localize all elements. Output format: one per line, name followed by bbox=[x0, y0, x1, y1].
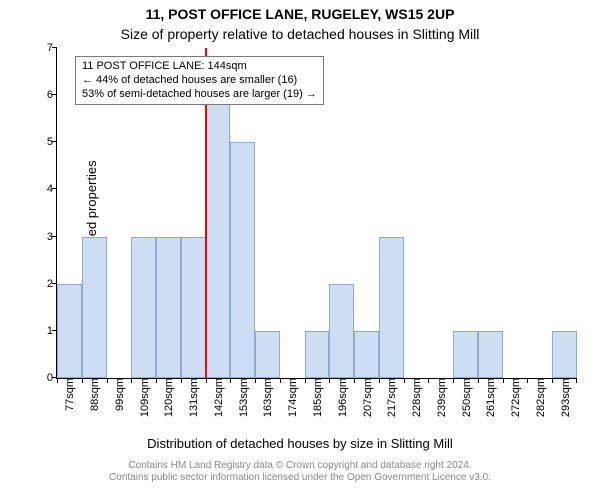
x-tick-label: 88sqm bbox=[87, 378, 101, 411]
x-tick-mark bbox=[478, 378, 479, 383]
bar bbox=[131, 237, 156, 378]
chart-plot-area: 01234567 77sqm88sqm99sqm109sqm120sqm131s… bbox=[56, 48, 577, 379]
y-tick-mark bbox=[52, 47, 57, 48]
x-tick-label: 185sqm bbox=[310, 378, 324, 417]
y-tick-mark bbox=[52, 330, 57, 331]
bar bbox=[181, 237, 206, 378]
y-tick-label: 0 bbox=[25, 372, 53, 384]
bar bbox=[206, 95, 231, 378]
bar bbox=[255, 331, 280, 378]
x-tick-mark bbox=[82, 378, 83, 383]
x-tick-mark bbox=[329, 378, 330, 383]
x-tick-mark bbox=[305, 378, 306, 383]
x-tick-label: 163sqm bbox=[260, 378, 274, 417]
x-tick-label: 293sqm bbox=[558, 378, 572, 417]
x-tick-mark bbox=[156, 378, 157, 383]
x-tick-label: 153sqm bbox=[236, 378, 250, 417]
x-tick-mark bbox=[453, 378, 454, 383]
bar bbox=[156, 237, 181, 378]
x-tick-label: 261sqm bbox=[483, 378, 497, 417]
page-title: 11, POST OFFICE LANE, RUGELEY, WS15 2UP bbox=[0, 6, 600, 22]
y-tick-mark bbox=[52, 236, 57, 237]
x-axis-label: Distribution of detached houses by size … bbox=[0, 436, 600, 451]
x-tick-mark bbox=[230, 378, 231, 383]
y-tick-label: 2 bbox=[25, 278, 53, 290]
y-tick-mark bbox=[52, 141, 57, 142]
y-tick-mark bbox=[52, 188, 57, 189]
info-line-3: 53% of semi-detached houses are larger (… bbox=[82, 88, 317, 102]
bar bbox=[329, 284, 354, 378]
x-tick-label: 131sqm bbox=[186, 378, 200, 417]
x-tick-mark bbox=[404, 378, 405, 383]
x-tick-mark bbox=[503, 378, 504, 383]
x-tick-mark bbox=[354, 378, 355, 383]
x-tick-mark bbox=[107, 378, 108, 383]
x-tick-label: 228sqm bbox=[409, 378, 423, 417]
x-tick-mark bbox=[576, 378, 577, 383]
x-tick-mark bbox=[131, 378, 132, 383]
y-tick-label: 1 bbox=[25, 325, 53, 337]
bar bbox=[478, 331, 503, 378]
x-tick-label: 196sqm bbox=[335, 378, 349, 417]
x-tick-label: 217sqm bbox=[384, 378, 398, 417]
y-tick-mark bbox=[52, 94, 57, 95]
x-tick-label: 272sqm bbox=[508, 378, 522, 417]
x-tick-mark bbox=[57, 378, 58, 383]
x-tick-label: 99sqm bbox=[112, 378, 126, 411]
x-tick-mark bbox=[428, 378, 429, 383]
bar bbox=[552, 331, 577, 378]
x-tick-mark bbox=[255, 378, 256, 383]
x-tick-label: 77sqm bbox=[62, 378, 76, 411]
bar bbox=[82, 237, 107, 378]
x-tick-label: 250sqm bbox=[459, 378, 473, 417]
x-tick-mark bbox=[206, 378, 207, 383]
y-tick-mark bbox=[52, 283, 57, 284]
x-tick-mark bbox=[379, 378, 380, 383]
info-line-1: 11 POST OFFICE LANE: 144sqm bbox=[82, 60, 317, 74]
bar bbox=[230, 142, 255, 378]
page-subtitle: Size of property relative to detached ho… bbox=[0, 26, 600, 42]
x-tick-mark bbox=[552, 378, 553, 383]
x-tick-label: 239sqm bbox=[434, 378, 448, 417]
x-tick-label: 120sqm bbox=[161, 378, 175, 417]
y-tick-label: 4 bbox=[25, 183, 53, 195]
footer-line-1: Contains HM Land Registry data © Crown c… bbox=[0, 460, 600, 472]
bar bbox=[305, 331, 330, 378]
bar bbox=[57, 284, 82, 378]
x-tick-label: 282sqm bbox=[533, 378, 547, 417]
y-tick-label: 7 bbox=[25, 42, 53, 54]
x-tick-mark bbox=[527, 378, 528, 383]
x-tick-label: 207sqm bbox=[360, 378, 374, 417]
footer-line-2: Contains public sector information licen… bbox=[0, 472, 600, 484]
y-tick-label: 3 bbox=[25, 231, 53, 243]
x-tick-label: 174sqm bbox=[285, 378, 299, 417]
y-tick-label: 5 bbox=[25, 136, 53, 148]
info-line-2: ← 44% of detached houses are smaller (16… bbox=[82, 74, 317, 88]
x-tick-mark bbox=[181, 378, 182, 383]
y-tick-label: 6 bbox=[25, 89, 53, 101]
x-tick-label: 109sqm bbox=[137, 378, 151, 417]
bar bbox=[379, 237, 404, 378]
bar bbox=[354, 331, 379, 378]
x-tick-label: 142sqm bbox=[211, 378, 225, 417]
info-box: 11 POST OFFICE LANE: 144sqm ← 44% of det… bbox=[75, 56, 324, 105]
footer-attribution: Contains HM Land Registry data © Crown c… bbox=[0, 460, 600, 484]
bar bbox=[453, 331, 478, 378]
x-tick-mark bbox=[280, 378, 281, 383]
